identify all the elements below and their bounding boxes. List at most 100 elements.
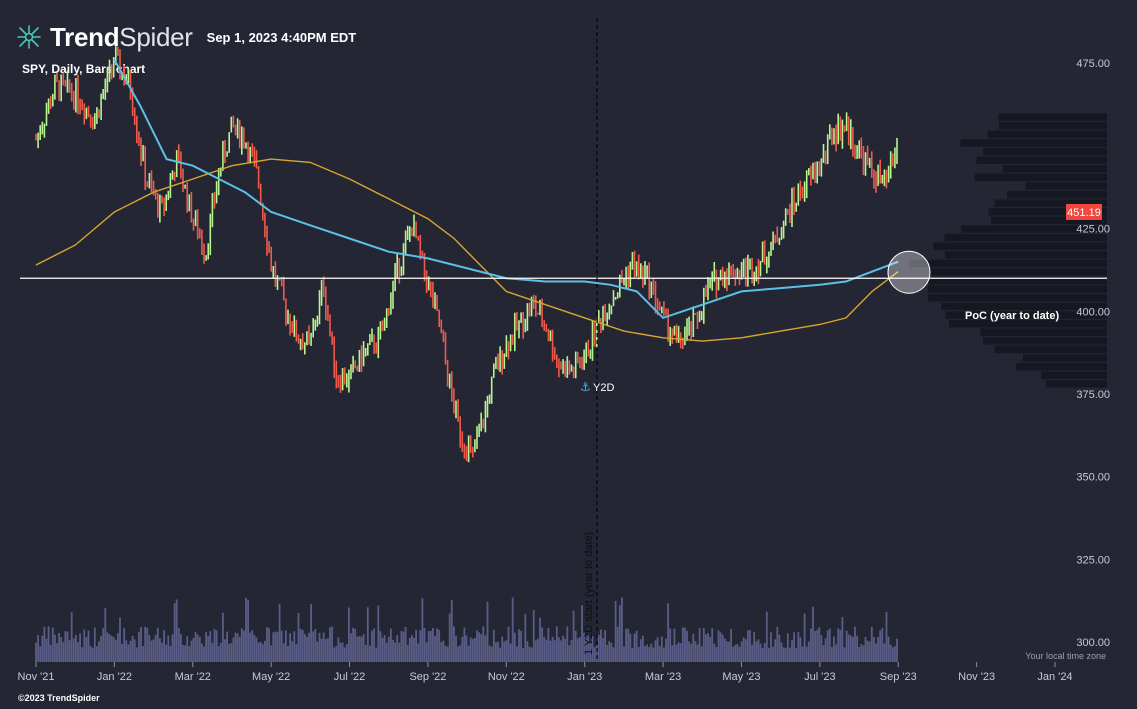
volume-bar: [870, 626, 873, 662]
ytd-anchor-marker[interactable]: ⚓ Y2D: [580, 380, 614, 394]
volume-bar: [127, 644, 130, 662]
volume-bar: [354, 628, 357, 662]
volume-bar: [459, 645, 462, 662]
volume-bar: [51, 627, 54, 662]
volume-bar: [161, 642, 163, 662]
volume-bar: [440, 642, 443, 662]
volume-bar: [264, 640, 266, 662]
volume-bar: [203, 646, 205, 662]
volume-bar: [698, 628, 701, 662]
x-tick-label: Jan '23: [567, 671, 602, 683]
volume-bar: [837, 628, 840, 662]
volume-bar: [341, 642, 344, 662]
volume-bar: [251, 630, 254, 662]
volume-bar: [457, 646, 459, 662]
volume-bar: [885, 611, 888, 662]
volume-bar: [461, 637, 464, 662]
volume-bar: [570, 639, 573, 662]
volume-bar: [245, 597, 247, 662]
volume-bar: [213, 628, 216, 662]
x-tick-label: Sep '22: [409, 671, 446, 683]
volume-profile-bar: [1025, 182, 1107, 190]
volume-bar: [700, 646, 703, 662]
volume-bar: [889, 644, 892, 662]
volume-bar: [488, 645, 491, 662]
volume-bar: [568, 645, 571, 662]
x-tick-label: Jul '23: [804, 671, 835, 683]
volume-bar: [448, 613, 451, 662]
brand-light: Spider: [119, 21, 193, 52]
volume-bar: [387, 636, 390, 662]
volume-bar: [495, 642, 497, 662]
volume-bar: [801, 646, 804, 662]
volume-profile-bar: [976, 156, 1107, 164]
volume-bar: [119, 617, 121, 662]
volume-bar: [537, 638, 539, 662]
volume-bar: [543, 636, 546, 662]
volume-bar: [327, 638, 329, 662]
volume-bar: [887, 636, 890, 662]
y-tick-label: 400.00: [1076, 306, 1110, 318]
volume-bar: [854, 626, 856, 662]
volume-bar: [560, 640, 562, 662]
volume-bar: [648, 646, 651, 662]
volume-bar: [165, 644, 168, 662]
volume-bar: [730, 628, 732, 662]
volume-bar: [675, 644, 678, 662]
volume-bar: [383, 635, 386, 662]
volume-bar: [455, 635, 457, 662]
volume-bar: [156, 627, 159, 662]
volume-bar: [528, 646, 531, 662]
volume-profile-bar: [1007, 190, 1107, 199]
volume-bar: [385, 642, 388, 662]
volume-bar: [736, 643, 739, 662]
volume-bar: [723, 638, 726, 662]
volume-bar: [539, 617, 541, 662]
ytd-anchor-label: Y2D: [593, 382, 614, 394]
volume-bar: [329, 627, 331, 662]
volume-bar: [135, 647, 138, 662]
volume-bar: [612, 647, 615, 662]
volume-bar: [868, 641, 871, 662]
volume-bar: [753, 631, 756, 662]
volume-bars: [35, 597, 898, 662]
x-tick-label: Nov '21: [18, 671, 55, 683]
volume-bar: [547, 628, 550, 662]
volume-bar: [784, 647, 787, 662]
volume-bar: [146, 627, 149, 662]
volume-bar: [629, 633, 632, 662]
volume-profile-bar: [941, 302, 1107, 311]
volume-bar: [98, 641, 100, 662]
volume-bar: [751, 644, 753, 662]
brand-logo[interactable]: TrendSpider: [50, 22, 193, 53]
volume-bar: [261, 644, 264, 662]
volume-bar: [530, 647, 533, 662]
volume-bar: [658, 646, 661, 662]
x-axis: Nov '21 Jan '22 Mar '22 May '22 Jul '22 Sep '…: [18, 662, 1073, 683]
poc-highlight-circle: [887, 250, 931, 294]
volume-bar: [226, 631, 228, 662]
volume-bar: [442, 640, 445, 662]
volume-bar: [215, 630, 218, 662]
volume-bar: [732, 646, 735, 662]
volume-bar: [486, 601, 489, 662]
volume-bar: [616, 626, 619, 662]
volume-bar: [91, 647, 94, 662]
anchor-icon: ⚓: [580, 380, 591, 394]
copyright: ©2023 TrendSpider: [18, 693, 100, 703]
volume-bar: [776, 626, 779, 662]
volume-bar: [259, 641, 262, 662]
volume-bar: [826, 630, 829, 662]
volume-bar: [595, 645, 598, 662]
volume-bar: [390, 628, 392, 662]
volume-bar: [807, 641, 810, 662]
volume-bar: [282, 643, 285, 662]
volume-bar: [112, 636, 115, 662]
volume-bar: [734, 644, 737, 662]
volume-bar: [549, 640, 552, 662]
volume-profile-bar: [994, 199, 1107, 207]
volume-bar: [782, 647, 785, 662]
volume-bar: [866, 640, 869, 662]
volume-profile-bar: [982, 337, 1107, 345]
